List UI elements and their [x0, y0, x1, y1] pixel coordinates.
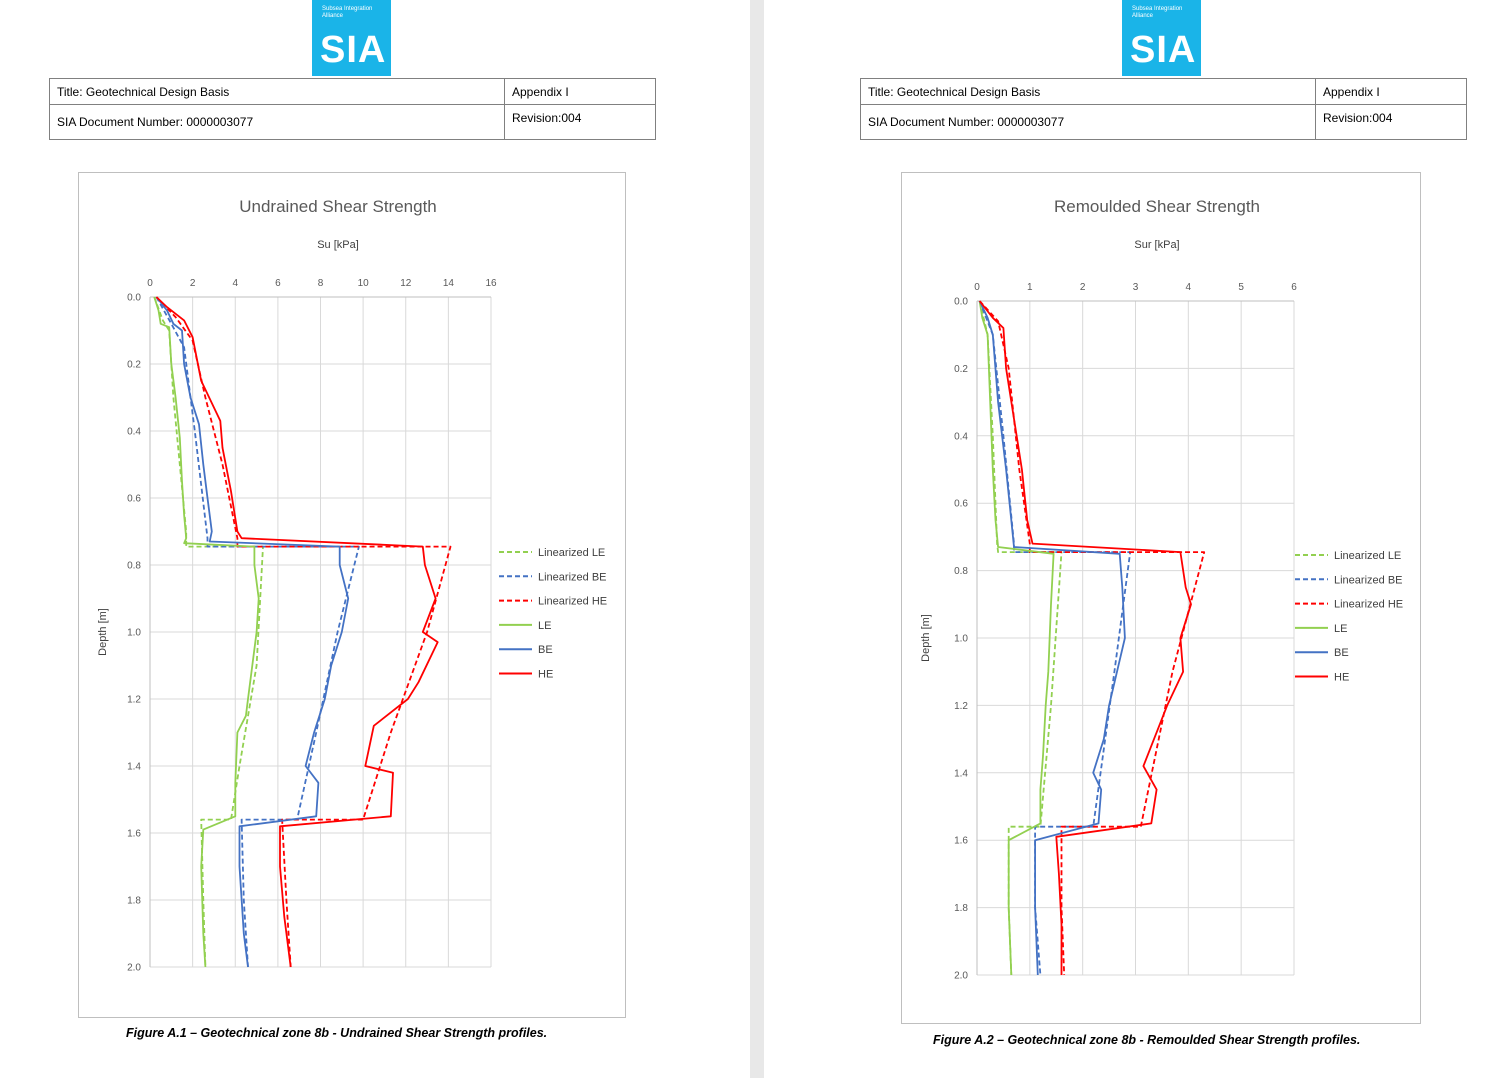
logo-wordmark: SIA	[320, 29, 387, 71]
chart-title: Remoulded Shear Strength	[1054, 197, 1260, 216]
x-tick-label: 6	[1291, 282, 1297, 293]
y-tick-label: 0.2	[127, 360, 141, 371]
y-axis-title: Depth [m]	[920, 614, 932, 662]
document-page-left: Subsea Integration Alliance SIA Title: G…	[0, 0, 750, 1078]
y-tick-label: 0.0	[954, 297, 968, 308]
y-tick-label: 1.0	[954, 634, 968, 645]
document-header-table: Title: Geotechnical Design Basis Appendi…	[860, 78, 1467, 140]
x-tick-label: 3	[1133, 282, 1139, 293]
logo-subtitle: Subsea Integration Alliance	[1132, 6, 1183, 19]
y-tick-label: 0.4	[954, 431, 968, 442]
y-tick-label: 1.6	[954, 836, 968, 847]
y-tick-label: 0.6	[127, 494, 141, 505]
document-header-table: Title: Geotechnical Design Basis Appendi…	[49, 78, 656, 140]
header-appendix: Appendix I	[1315, 78, 1467, 105]
y-tick-label: 0.8	[954, 566, 968, 577]
chart-frame-remoulded: Remoulded Shear Strength Sur [kPa] Depth […	[901, 172, 1421, 1024]
y-tick-label: 1.8	[127, 896, 141, 907]
y-tick-label: 1.2	[954, 701, 968, 712]
legend-label: LE	[538, 620, 551, 632]
legend-label: HE	[1334, 672, 1349, 684]
legend-label: Linearized BE	[1334, 574, 1403, 586]
logo-wordmark: SIA	[1130, 29, 1197, 71]
x-tick-label: 0	[974, 282, 980, 293]
x-tick-label: 4	[232, 278, 238, 289]
series-line-he	[978, 300, 1192, 975]
header-title: Title: Geotechnical Design Basis	[49, 78, 505, 105]
header-revision: Revision:004	[1315, 104, 1467, 140]
legend-label: Linearized HE	[1334, 599, 1403, 611]
y-tick-label: 0.2	[954, 364, 968, 375]
x-tick-label: 14	[443, 278, 455, 289]
chart-title: Undrained Shear Strength	[239, 197, 437, 216]
y-axis-title: Depth [m]	[97, 608, 109, 656]
sia-logo: Subsea Integration Alliance SIA	[312, 0, 391, 76]
y-tick-label: 0.6	[954, 499, 968, 510]
x-tick-label: 8	[318, 278, 324, 289]
chart-frame-undrained: Undrained Shear Strength Su [kPa] Depth [m…	[78, 172, 626, 1018]
y-tick-label: 2.0	[127, 963, 141, 974]
figure-caption-a2: Figure A.2 – Geotechnical zone 8b - Remo…	[933, 1033, 1361, 1047]
legend-label: BE	[1334, 647, 1349, 659]
header-revision: Revision:004	[504, 104, 656, 140]
y-tick-label: 1.4	[954, 768, 968, 779]
x-tick-label: 4	[1186, 282, 1192, 293]
header-title: Title: Geotechnical Design Basis	[860, 78, 1316, 105]
series-line-be	[155, 296, 350, 968]
header-appendix: Appendix I	[504, 78, 656, 105]
remoulded-shear-strength-chart: Remoulded Shear Strength Sur [kPa] Depth […	[920, 197, 1403, 982]
y-tick-label: 0.4	[127, 427, 141, 438]
x-tick-label: 12	[400, 278, 412, 289]
x-axis-title: Sur [kPa]	[1134, 239, 1179, 251]
series-line-le	[153, 296, 260, 968]
x-tick-label: 2	[1080, 282, 1086, 293]
y-tick-label: 1.0	[127, 628, 141, 639]
legend-label: BE	[538, 644, 553, 656]
legend-label: Linearized BE	[538, 571, 607, 583]
x-tick-label: 6	[275, 278, 281, 289]
y-tick-label: 0.8	[127, 561, 141, 572]
logo-subtitle: Subsea Integration Alliance	[322, 6, 373, 19]
series-line-le	[978, 300, 1055, 976]
legend-label: Linearized LE	[1334, 550, 1401, 562]
y-tick-label: 1.2	[127, 695, 141, 706]
document-page-right: Subsea Integration Alliance SIA Title: G…	[764, 0, 1506, 1078]
header-doc-number: SIA Document Number: 0000003077	[860, 104, 1316, 140]
y-tick-label: 1.4	[127, 762, 141, 773]
x-tick-label: 1	[1027, 282, 1033, 293]
header-doc-number: SIA Document Number: 0000003077	[49, 104, 505, 140]
x-tick-label: 2	[190, 278, 196, 289]
x-tick-label: 10	[358, 278, 370, 289]
figure-caption-a1: Figure A.1 – Geotechnical zone 8b - Undr…	[126, 1026, 548, 1040]
undrained-shear-strength-chart: Undrained Shear Strength Su [kPa] Depth [m…	[97, 197, 607, 974]
x-axis-title: Su [kPa]	[317, 239, 359, 251]
legend-label: LE	[1334, 623, 1347, 635]
legend-label: Linearized LE	[538, 547, 605, 559]
sia-logo: Subsea Integration Alliance SIA	[1122, 0, 1201, 76]
legend-label: Linearized HE	[538, 596, 607, 608]
y-tick-label: 0.0	[127, 293, 141, 304]
y-tick-label: 1.6	[127, 829, 141, 840]
y-tick-label: 2.0	[954, 971, 968, 982]
series-line-linearized-he	[978, 300, 1206, 976]
x-tick-label: 0	[147, 278, 153, 289]
y-tick-label: 1.8	[954, 903, 968, 914]
series-line-linearized-be	[155, 296, 360, 968]
x-tick-label: 5	[1238, 282, 1244, 293]
x-tick-label: 16	[485, 278, 497, 289]
legend-label: HE	[538, 669, 553, 681]
series-line-he	[155, 296, 439, 968]
series-line-be	[978, 300, 1126, 976]
